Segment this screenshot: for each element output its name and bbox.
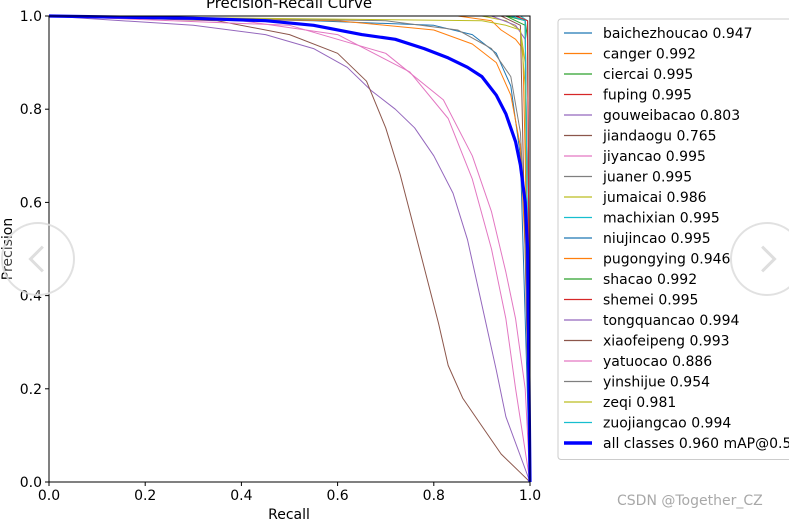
legend-entry: baichezhoucao 0.947	[603, 26, 753, 42]
next-image-button[interactable]	[730, 222, 789, 296]
legend-entry: ciercai 0.995	[603, 67, 693, 83]
legend-entry: juaner 0.995	[602, 170, 692, 186]
previous-image-button[interactable]	[1, 222, 75, 296]
legend-entry: xiaofeipeng 0.993	[603, 334, 730, 350]
legend-entry: jiyancao 0.995	[602, 149, 706, 165]
plot-frame	[48, 15, 531, 483]
legend-entry: tongquancao 0.994	[603, 313, 739, 329]
series-line-0	[48, 15, 531, 483]
series-line-16	[48, 15, 531, 483]
series-line-4	[48, 15, 531, 483]
chart-title: Precision-Recall Curve	[206, 0, 372, 12]
legend-entry: niujincao 0.995	[603, 231, 711, 247]
x-tick-label: 0.4	[230, 488, 252, 504]
y-axis: 0.00.20.40.60.81.0	[20, 9, 49, 491]
watermark: CSDN @Together_CZ	[617, 493, 763, 509]
legend-entry: yatuocao 0.886	[603, 354, 712, 370]
series-line-10	[49, 15, 531, 483]
legend-entry: gouweibacao 0.803	[603, 108, 740, 124]
legend-entry: yinshijue 0.954	[603, 375, 710, 391]
legend-box	[557, 18, 789, 460]
chevron-right-icon	[749, 245, 777, 273]
series-line-12	[49, 15, 531, 483]
legend-entry: canger 0.992	[603, 47, 696, 63]
legend-entry: shemei 0.995	[603, 293, 698, 309]
y-tick-label: 1.0	[20, 9, 42, 25]
series-line-7	[49, 15, 531, 483]
series-line-3	[49, 15, 531, 483]
series-line-8	[49, 15, 531, 483]
series-line-18	[48, 15, 531, 483]
y-tick-label: 0.2	[20, 382, 42, 398]
series-line-5	[48, 15, 531, 483]
legend-entry: fuping 0.995	[603, 88, 692, 104]
chevron-left-icon	[28, 245, 56, 273]
y-tick-label: 0.0	[20, 475, 42, 491]
x-tick-label: 0.6	[326, 488, 348, 504]
legend-entry: pugongying 0.946	[603, 252, 731, 268]
legend: baichezhoucao 0.947 canger 0.992 ciercai 0…	[557, 18, 789, 460]
series-line-1	[49, 15, 531, 483]
series-line-19	[49, 15, 531, 483]
y-tick-label: 0.8	[20, 102, 42, 118]
series-line-6	[48, 15, 531, 483]
x-axis-label: Recall	[268, 507, 310, 521]
x-tick-label: 0.0	[38, 488, 60, 504]
plot-area	[48, 14, 532, 483]
legend-entry: machixian 0.995	[603, 211, 720, 227]
x-tick-label: 1.0	[519, 488, 541, 504]
series-line-20	[48, 14, 532, 483]
legend-entry: all classes 0.960 mAP@0.5	[603, 436, 789, 452]
series-line-15	[49, 15, 531, 483]
series-line-14	[49, 15, 531, 483]
x-tick-label: 0.8	[423, 488, 445, 504]
x-axis: 0.0 0.2 0.4 0.6 0.8 1.0	[38, 482, 541, 504]
series-line-2	[49, 15, 531, 483]
series-line-9	[49, 15, 531, 483]
series-line-13	[49, 15, 531, 483]
legend-entry: jiandaogu 0.765	[602, 129, 717, 145]
x-tick-label: 0.2	[134, 488, 156, 504]
legend-entry: zuojiangcao 0.994	[603, 416, 731, 432]
series-line-17	[48, 15, 531, 483]
legend-entry: zeqi 0.981	[603, 395, 676, 411]
y-tick-label: 0.6	[20, 195, 42, 211]
legend-entry: shacao 0.992	[603, 272, 697, 288]
legend-entry: jumaicai 0.986	[602, 190, 707, 206]
series-line-11	[48, 15, 531, 483]
